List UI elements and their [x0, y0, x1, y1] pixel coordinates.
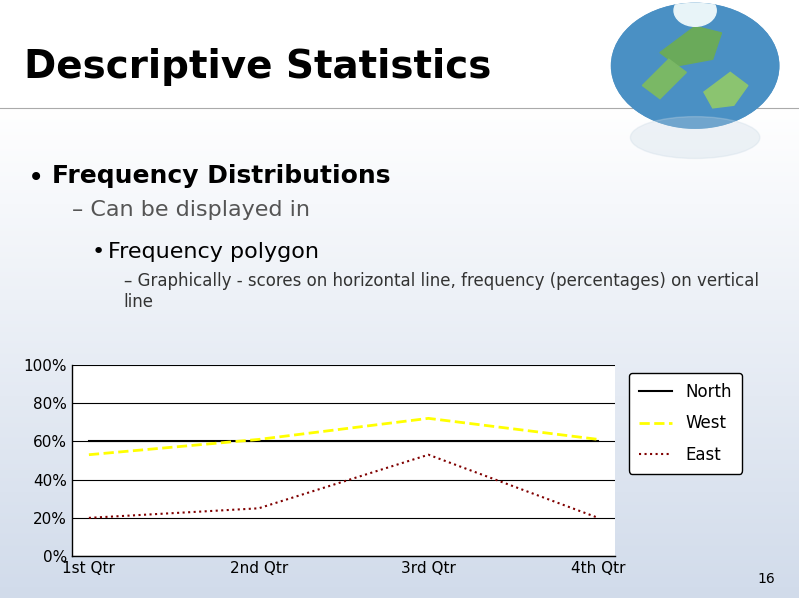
- Text: Descriptive Statistics: Descriptive Statistics: [24, 48, 491, 86]
- Text: – Graphically - scores on horizontal line, frequency (percentages) on vertical
l: – Graphically - scores on horizontal lin…: [124, 272, 759, 311]
- Text: •: •: [92, 242, 105, 262]
- Text: Frequency polygon: Frequency polygon: [108, 242, 319, 262]
- Text: 16: 16: [757, 572, 775, 586]
- Text: Frequency Distributions: Frequency Distributions: [52, 164, 391, 188]
- Circle shape: [610, 2, 780, 129]
- Polygon shape: [660, 26, 721, 66]
- Text: – Can be displayed in: – Can be displayed in: [72, 200, 310, 220]
- Legend: North, West, East: North, West, East: [629, 373, 742, 474]
- Polygon shape: [704, 72, 748, 108]
- Ellipse shape: [630, 117, 760, 158]
- Text: •: •: [28, 164, 44, 193]
- Circle shape: [674, 0, 716, 26]
- Polygon shape: [642, 59, 686, 99]
